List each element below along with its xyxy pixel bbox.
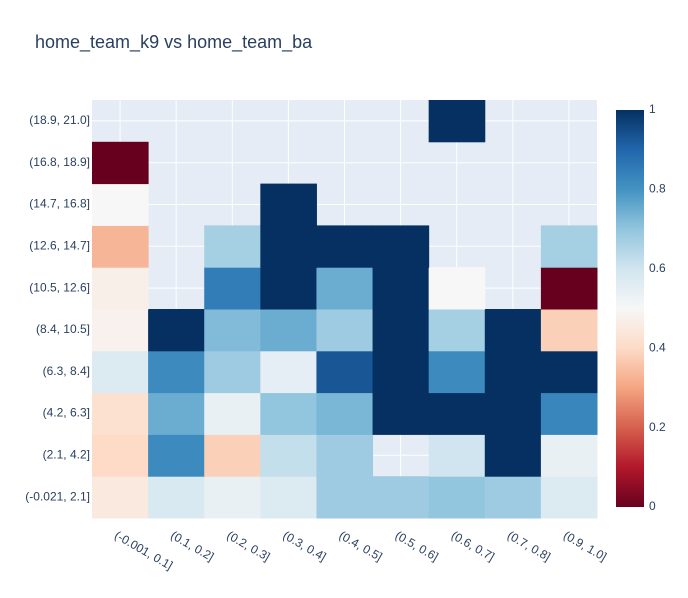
heatmap-cell — [428, 434, 486, 477]
heatmap-cell — [540, 267, 598, 310]
heatmap-cell — [92, 350, 149, 394]
heatmap-cell — [260, 350, 317, 394]
heatmap-cell — [428, 350, 486, 394]
heatmap-cell — [260, 183, 317, 226]
heatmap-cell — [540, 350, 598, 394]
heatmap-cell — [92, 183, 149, 226]
heatmap-cell — [484, 309, 542, 352]
heatmap-cell — [260, 267, 317, 310]
y-tick-label: (8.4, 10.5] — [36, 322, 90, 336]
heatmap-cell — [372, 350, 430, 394]
heatmap-cell — [428, 100, 486, 143]
y-tick-label: (16.8, 18.9] — [29, 155, 90, 169]
y-axis-ticks: (-0.021, 2.1] (2.1, 4.2] (4.2, 6.3] (6.3, 8… — [25, 113, 90, 503]
colorbar-ticks: 0 0.2 0.4 0.6 0.8 1 — [649, 102, 666, 513]
heatmap-cell — [148, 476, 205, 519]
y-tick-label: (6.3, 8.4] — [43, 364, 90, 378]
colorbar-tick-label: 0.6 — [649, 261, 666, 275]
heatmap-cell — [484, 476, 542, 519]
heatmap-cell — [372, 309, 430, 352]
y-tick-label: (12.6, 14.7] — [29, 238, 90, 252]
heatmap-cell — [540, 392, 598, 435]
heatmap-cell — [148, 392, 205, 435]
colorbar-tick-label: 1 — [649, 102, 656, 116]
heatmap-cell — [204, 392, 261, 435]
y-tick-label: (2.1, 4.2] — [43, 447, 90, 461]
heatmap-cell — [372, 267, 430, 310]
x-tick-label: (-0.001, 0.1] — [112, 528, 175, 572]
y-tick-label: (18.9, 21.0] — [29, 113, 90, 127]
heatmap-cell — [260, 392, 317, 435]
heatmap-cell — [316, 225, 374, 268]
colorbar-tick-label: 0.8 — [649, 182, 666, 196]
y-tick-label: (4.2, 6.3] — [43, 406, 90, 420]
heatmap-cells — [92, 100, 598, 519]
heatmap-cell — [540, 309, 598, 352]
heatmap-cell — [428, 476, 486, 519]
x-tick-label: (0.6, 0.7] — [449, 528, 497, 564]
heatmap-cell — [92, 476, 149, 519]
heatmap-cell — [316, 434, 374, 477]
heatmap-cell — [540, 476, 598, 519]
x-tick-label: (0.5, 0.6] — [393, 528, 441, 564]
x-tick-label: (0.2, 0.3] — [224, 528, 272, 564]
heatmap-cell — [92, 309, 149, 352]
heatmap-cell — [148, 309, 205, 352]
heatmap-cell — [540, 434, 598, 477]
heatmap-cell — [428, 392, 486, 435]
heatmap-cell — [204, 350, 261, 394]
heatmap-cell — [372, 392, 430, 435]
heatmap-cell — [484, 350, 542, 394]
heatmap-cell — [260, 434, 317, 477]
heatmap-cell — [428, 309, 486, 352]
heatmap-cell — [204, 267, 261, 310]
heatmap-cell — [204, 434, 261, 477]
colorbar-tick-label: 0.4 — [649, 340, 666, 354]
heatmap-cell — [316, 267, 374, 310]
heatmap-cell — [260, 476, 317, 519]
colorbar-tick-label: 0 — [649, 499, 656, 513]
heatmap-cell — [92, 392, 149, 435]
heatmap-cell — [316, 350, 374, 394]
y-tick-label: (-0.021, 2.1] — [25, 489, 90, 503]
colorbar — [616, 110, 644, 507]
chart-title: home_team_k9 vs home_team_ba — [35, 32, 313, 52]
x-axis-ticks: (-0.001, 0.1](0.1, 0.2] (0.2, 0.3] (0.3, 0… — [112, 528, 609, 572]
heatmap-cell — [316, 309, 374, 352]
x-tick-label: (0.9, 1.0] — [561, 528, 609, 564]
heatmap-cell — [204, 309, 261, 352]
colorbar-tick-label: 0.2 — [649, 420, 666, 434]
heatmap-cell — [540, 225, 598, 268]
heatmap-cell — [484, 392, 542, 435]
heatmap-cell — [92, 267, 149, 310]
heatmap-cell — [204, 225, 261, 268]
y-tick-label: (14.7, 16.8] — [29, 197, 90, 211]
heatmap-cell — [428, 267, 486, 310]
x-tick-label: (0.3, 0.4] — [280, 528, 328, 564]
y-tick-label: (10.5, 12.6] — [29, 280, 90, 294]
heatmap-cell — [204, 476, 261, 519]
heatmap-cell — [92, 141, 149, 185]
heatmap-cell — [148, 350, 205, 394]
heatmap-cell — [92, 434, 149, 477]
x-tick-label: (0.1, 0.2] — [168, 528, 216, 564]
heatmap-cell — [372, 476, 430, 519]
heatmap-cell — [316, 392, 374, 435]
heatmap-cell — [92, 225, 149, 268]
heatmap-cell — [148, 434, 205, 477]
heatmap-cell — [316, 476, 374, 519]
heatmap-cell — [260, 225, 317, 268]
heatmap-cell — [372, 225, 430, 268]
x-tick-label: (0.4, 0.5] — [337, 528, 385, 564]
heatmap-cell — [484, 434, 542, 477]
x-tick-label: (0.7, 0.8] — [505, 528, 553, 564]
heatmap-cell — [260, 309, 317, 352]
